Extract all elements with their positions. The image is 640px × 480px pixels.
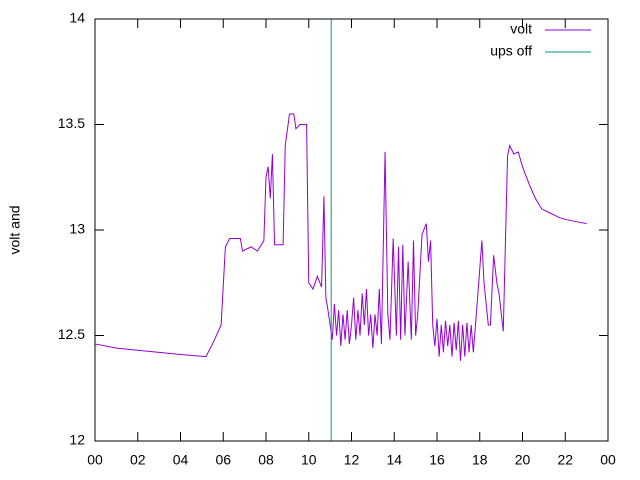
- x-tick-label: 00: [600, 452, 616, 468]
- x-tick-label: 06: [215, 452, 231, 468]
- x-tick-label: 10: [301, 452, 317, 468]
- x-tick-label: 14: [386, 452, 402, 468]
- x-tick-label: 04: [173, 452, 189, 468]
- y-tick-label: 12: [69, 432, 85, 448]
- legend-label: ups off: [490, 43, 532, 59]
- legend-label: volt: [510, 21, 532, 37]
- x-tick-label: 00: [87, 452, 103, 468]
- y-tick-label: 14: [69, 10, 85, 26]
- x-tick-label: 18: [472, 452, 488, 468]
- x-tick-label: 12: [344, 452, 360, 468]
- y-axis-label: volt and: [7, 205, 23, 254]
- plot-border: [94, 18, 609, 442]
- y-tick-label: 13.5: [58, 115, 85, 131]
- y-tick-label: 13: [69, 221, 85, 237]
- data-line: [94, 113, 587, 361]
- x-tick-label: 22: [557, 452, 573, 468]
- x-tick-label: 16: [429, 452, 445, 468]
- x-tick-label: 02: [130, 452, 146, 468]
- x-tick-label: 20: [515, 452, 531, 468]
- y-tick-label: 12.5: [58, 326, 85, 342]
- x-tick-label: 08: [258, 452, 274, 468]
